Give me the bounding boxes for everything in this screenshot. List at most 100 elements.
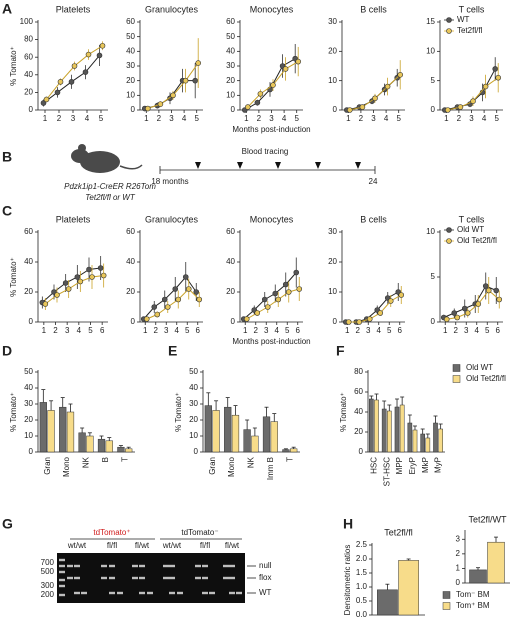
chart-title: Platelets — [56, 4, 91, 14]
bar — [86, 435, 94, 453]
bar — [290, 448, 298, 453]
gel-group: tdTomato⁻ — [181, 528, 218, 537]
y-tick-label: 60 — [354, 387, 363, 396]
point — [366, 316, 373, 322]
bar — [387, 410, 392, 453]
point — [243, 316, 250, 322]
x-tick-label: 1 — [346, 114, 351, 123]
point — [454, 314, 461, 321]
x-tick-label: 6 — [398, 326, 403, 335]
bar — [212, 410, 220, 453]
y-tick-label: 40 — [24, 257, 33, 266]
y-tick-label: 20 — [328, 46, 337, 55]
point — [295, 58, 302, 65]
x-tick-label: MPP — [395, 457, 404, 474]
point — [451, 310, 458, 316]
point — [82, 69, 89, 75]
lane-label: fl/fl — [200, 541, 210, 550]
y-tick-label: 40 — [126, 257, 135, 266]
gel-band — [169, 591, 175, 595]
x-tick-label: 3 — [366, 326, 371, 335]
point — [254, 99, 261, 106]
point — [172, 286, 179, 292]
point — [96, 52, 103, 59]
x-tick-label: 4 — [475, 326, 480, 335]
y-tick-label: 0 — [29, 317, 34, 326]
legend-symbol — [442, 602, 451, 610]
x-tick-label: 4 — [282, 114, 287, 123]
x-tick-label: ST-HSC — [382, 457, 391, 487]
series-line — [147, 62, 199, 110]
y-tick-label: 50 — [126, 32, 135, 41]
y-tick-label: 10 — [24, 431, 33, 440]
bar — [262, 416, 271, 453]
y-tick-label: 10 — [226, 90, 235, 99]
y-tick-label: 30 — [328, 227, 337, 236]
y-tick-label: 30 — [328, 17, 337, 26]
x-tick-label: 4 — [85, 114, 90, 123]
bar — [39, 402, 47, 453]
x-tick-label: Gran — [208, 457, 217, 475]
gel-band — [202, 591, 208, 595]
point — [482, 283, 489, 289]
y-tick-label: 5 — [431, 76, 436, 85]
x-tick-label: 3 — [464, 326, 469, 335]
x-tick-label: 2 — [454, 326, 459, 335]
bar — [251, 435, 259, 453]
y-tick-label: 0 — [456, 578, 461, 587]
bar — [59, 406, 67, 453]
bar — [438, 428, 443, 453]
point — [485, 287, 492, 294]
x-tick-label: 3 — [269, 114, 274, 123]
y-tick-label: 20 — [24, 88, 33, 97]
bar — [204, 405, 212, 453]
bar — [433, 422, 438, 453]
gel-bands — [59, 558, 242, 597]
point — [175, 296, 182, 303]
band-label: flox — [259, 573, 271, 582]
chart-title: Tet2fl/fl — [384, 527, 413, 537]
legend-label: Tom⁺ BM — [456, 601, 490, 610]
point — [71, 63, 78, 69]
x-tick-label: 2 — [157, 114, 162, 123]
size-marker: 200 — [41, 590, 55, 599]
point — [377, 310, 384, 316]
y-tick-label: 30 — [24, 399, 33, 408]
bar — [105, 440, 113, 453]
y-tick-label: 40 — [354, 407, 363, 416]
bar — [394, 406, 400, 453]
chart-title: B cells — [360, 4, 387, 14]
mouse-icon — [71, 144, 143, 173]
gel-group: tdTomato⁺ — [93, 528, 130, 537]
bar — [66, 411, 75, 453]
x-tick-label: 5 — [494, 114, 499, 123]
point — [272, 290, 279, 297]
gel-band — [67, 564, 73, 568]
point — [157, 101, 164, 107]
y-tick-label: 40 — [226, 46, 235, 55]
y-tick-label: 60 — [226, 17, 235, 26]
x-tick-label: 3 — [71, 114, 76, 123]
y-tick-label: 1.0 — [356, 582, 368, 591]
mouse-caption: Pdzk1ip1-CreER R26Tom — [64, 182, 156, 191]
point — [398, 292, 405, 298]
y-tick-label: 10 — [426, 46, 435, 55]
legend-symbol — [446, 28, 452, 34]
point — [359, 104, 366, 110]
point — [182, 77, 189, 84]
bar — [399, 404, 405, 453]
x-tick-label: 2 — [53, 326, 58, 335]
point — [285, 289, 292, 295]
x-tick-label: 3 — [264, 326, 269, 335]
point — [62, 280, 69, 286]
x-tick-label: Mono — [62, 456, 71, 477]
gel-band — [139, 576, 145, 580]
x-tick-label: 3 — [469, 114, 474, 123]
lane-label: wt/wt — [162, 541, 182, 550]
gel-band — [229, 576, 235, 580]
y-tick-label: 80 — [24, 35, 33, 44]
x-tick-label: 4 — [482, 114, 487, 123]
y-tick-label: 0 — [431, 105, 436, 114]
x-tick-label: 4 — [377, 326, 382, 335]
gel-band — [223, 564, 229, 568]
